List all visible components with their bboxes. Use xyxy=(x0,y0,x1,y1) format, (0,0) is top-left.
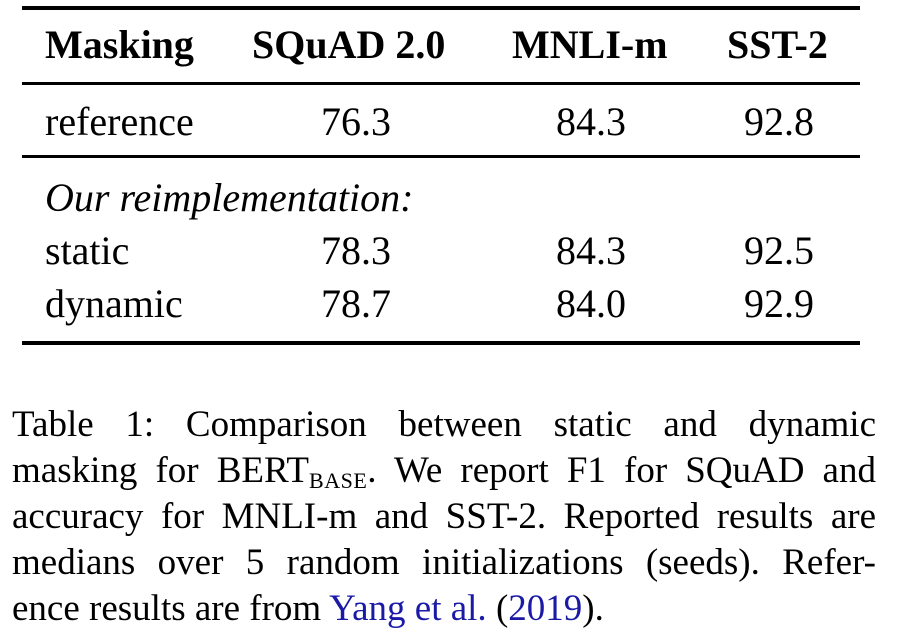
group-label-reimplementation: Our reimplementation: xyxy=(45,175,414,220)
row-label-reference: reference xyxy=(45,99,194,144)
table-caption: Table 1: Comparison between static and d… xyxy=(12,402,876,632)
header-mnli: MNLI-m xyxy=(512,22,668,67)
cell-reference-squad: 76.3 xyxy=(321,99,391,144)
reference-rule xyxy=(22,155,860,158)
caption-line-3: accuracy for MNLI-m and SST-2. Reported … xyxy=(12,496,876,537)
table-top-rule xyxy=(22,6,860,10)
citation-year-link[interactable]: 2019 xyxy=(508,588,583,629)
caption-text: ). xyxy=(582,588,604,629)
header-sst: SST-2 xyxy=(727,22,828,67)
caption-line-1: Table 1: Comparison between static and d… xyxy=(12,404,876,445)
cell-dynamic-mnli: 84.0 xyxy=(556,281,626,326)
caption-text: ( xyxy=(486,588,509,629)
row-label-dynamic: dynamic xyxy=(45,281,183,326)
caption-text: masking for BERT xyxy=(12,450,310,491)
cell-reference-mnli: 84.3 xyxy=(556,99,626,144)
table-bottom-rule xyxy=(22,341,860,345)
cell-dynamic-sst: 92.9 xyxy=(744,281,814,326)
cell-dynamic-squad: 78.7 xyxy=(321,281,391,326)
header-rule xyxy=(22,82,860,85)
caption-line-2: masking for BERTBASE. We report F1 for S… xyxy=(12,448,876,494)
cell-static-mnli: 84.3 xyxy=(556,228,626,273)
row-label-static: static xyxy=(45,228,130,273)
caption-text: ence results are from xyxy=(12,588,330,629)
header-masking: Masking xyxy=(45,22,194,67)
caption-line-5: ence results are from Yang et al. (2019)… xyxy=(12,586,876,632)
citation-author-link[interactable]: Yang et al. xyxy=(329,588,487,629)
header-squad: SQuAD 2.0 xyxy=(252,22,446,67)
caption-line-4: medians over 5 random initializations (s… xyxy=(12,542,876,583)
cell-static-squad: 78.3 xyxy=(321,228,391,273)
caption-subscript: BASE xyxy=(309,468,368,493)
cell-static-sst: 92.5 xyxy=(744,228,814,273)
cell-reference-sst: 92.8 xyxy=(744,99,814,144)
caption-text: . We report F1 for SQuAD and xyxy=(367,450,876,491)
